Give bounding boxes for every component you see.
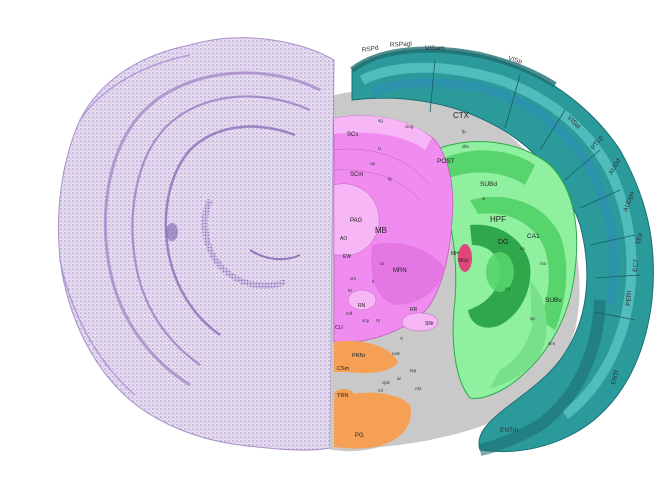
label-dhc: dhc [462,144,470,149]
pontine-reticular [334,340,398,374]
label-mh: MH [451,251,459,257]
label-mb: MB [375,226,387,235]
pontine-gray [334,392,411,449]
small-label: po [505,286,511,291]
small-label: mo [540,261,547,266]
label-rr: RR [410,307,418,313]
label-post: POST [437,158,455,165]
small-label: nst [415,386,422,391]
label-cpd: cpd [382,380,390,385]
small-label: ll [372,279,374,284]
label-csm: CSm [337,366,350,372]
label-rsps: RSPd [361,45,379,54]
midbrain-reticular [371,242,445,305]
region-labels: CTX HPF POST SUBd SUBv CA1 DG MB SCs SCm… [335,111,562,439]
small-label: op [370,161,376,166]
label-visp: VISp [507,55,523,66]
small-label: rust [392,351,400,356]
small-label: sr [482,196,486,201]
periaqueductal-gray [333,183,380,256]
label-cing: cing [405,124,414,129]
atlas-hemisphere [330,46,654,456]
label-subd: SUBd [480,181,497,188]
label-pg: PG [355,433,364,439]
nissl-outline [57,37,335,451]
small-label: so [520,246,525,251]
label-ml: ml [378,388,383,393]
label-fp: fp [462,129,466,134]
small-label: slm [548,341,555,346]
label-mlf: mlf [346,311,353,316]
small-label: sz [380,261,385,266]
label-entl: ENTl [610,369,621,385]
small-label: sg [378,118,383,123]
small-label: sp [530,316,535,321]
dentate-gyrus [468,224,531,328]
small-label: V [400,336,404,341]
substantia-nigra [401,312,439,332]
tegmental-nucleus [334,389,354,401]
nissl-hemisphere [57,37,335,451]
label-visam: VISam [425,45,445,52]
superior-colliculus [334,115,432,150]
label-ar: ar [397,376,402,381]
label-dg: DG [498,239,509,246]
small-label: vm [350,276,356,281]
red-nucleus [347,289,377,311]
label-scs: SCs [347,132,358,138]
label-tea: TEa [635,232,644,245]
label-mrn: MRN [393,268,407,274]
label-subv: SUBv [545,297,562,304]
label-rspagl: RSPagl [390,40,413,49]
label-entm: ENTm [500,427,518,434]
label-rn: RN [358,303,366,309]
dentate-gyrus-core [486,252,514,292]
label-scp: scp [362,318,370,323]
label-hpf: HPF [490,215,506,224]
label-ect: ECT [632,259,640,273]
small-label: ig [388,176,392,181]
small-label: iz [378,146,382,151]
label-snr: SNr [425,321,434,327]
small-label: IV [376,318,381,323]
subiculum-ventral [490,280,547,388]
label-prnr: PRNr [352,353,366,359]
small-label: III [348,288,352,293]
label-trn: TRN [337,393,348,399]
label-ctx: CTX [453,111,470,120]
subiculum-dorsal [440,150,535,185]
label-ao: AO [340,236,347,242]
label-mgv: MGv [458,258,469,264]
ca1-field [470,196,567,330]
label-ew: EW [343,254,351,260]
label-ca1: CA1 [527,233,540,240]
label-peri: PERI [625,290,633,306]
label-pag: PAG [350,218,363,224]
label-scm: SCm [350,172,363,178]
label-clij: CLI [335,325,343,331]
small-label: tsp [410,368,417,373]
medial-habenula [458,244,472,272]
